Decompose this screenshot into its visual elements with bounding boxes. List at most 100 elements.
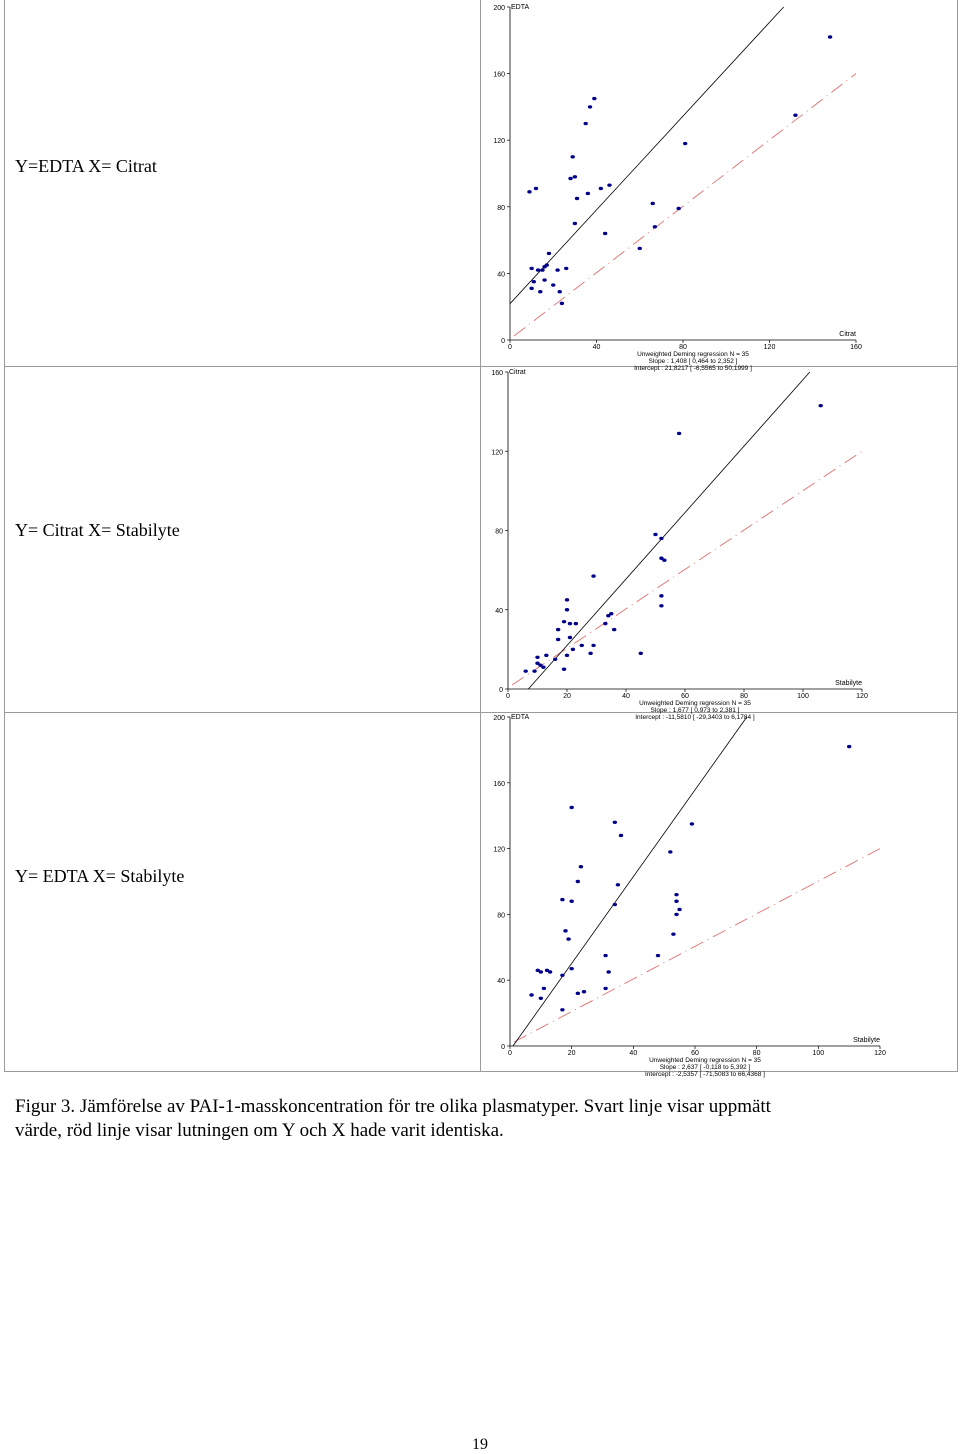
data-point [544,968,550,973]
y-tick-label: 80 [497,205,505,212]
data-point [541,665,546,669]
data-point [674,892,679,897]
data-point [535,268,541,272]
data-point [662,558,667,562]
data-point [674,899,679,903]
data-point [655,953,661,958]
data-point [818,403,823,408]
regression-annotation: Intercept : 21,8217 [ -6,5565 to 50,1999… [634,365,752,372]
data-point [551,283,556,287]
data-point [535,661,540,665]
data-point [638,651,643,656]
data-point [676,431,682,436]
regression-annotation: Slope : 1,408 [ 0,464 to 2,352 ] [649,358,738,365]
regression-annotation: Unweighted Deming regression N = 35 [639,700,751,707]
data-point [588,651,593,656]
data-point [555,268,560,272]
x-tick-label: 0 [506,693,510,700]
data-point [564,608,570,612]
x-axis-label: Stabilyte [835,680,862,687]
x-tick-label: 20 [568,1050,576,1057]
data-point [579,643,584,648]
data-point [523,669,528,673]
data-point [560,1008,565,1012]
data-point [561,619,567,624]
x-tick-label: 160 [850,344,862,351]
data-point [659,556,664,560]
data-point [570,647,576,652]
data-point [602,231,608,236]
data-point [606,613,611,618]
x-axis-label: Stabilyte [853,1037,880,1044]
x-tick-label: 120 [856,693,868,700]
data-point [564,653,570,658]
data-point [650,201,655,206]
figure-table-frame [4,0,958,1072]
data-point [671,932,676,936]
regression-annotation: Unweighted Deming regression N = 35 [649,1057,761,1064]
data-point [793,113,798,117]
data-point [538,663,543,667]
data-point [559,301,565,306]
data-point [569,899,574,903]
x-axis-label: Citrat [839,331,856,338]
y-tick-label: 160 [493,781,505,788]
data-point [591,574,596,578]
data-point [540,268,545,272]
data-point [581,990,587,994]
data-point [603,953,608,958]
caption-line-2: värde, röd linje visar lutningen om Y oc… [15,1120,504,1141]
data-point [560,973,565,977]
data-point [583,121,588,126]
data-point [659,594,664,598]
identity-line [513,73,857,337]
data-point [598,186,604,191]
data-point [564,598,570,602]
data-point [531,280,536,284]
data-point [578,864,584,869]
data-point [612,627,617,632]
y-tick-label: 80 [495,529,503,536]
data-point [612,902,618,907]
data-point [566,937,571,941]
row-divider-1 [4,366,958,367]
data-point [538,290,543,294]
data-point [532,669,537,673]
data-point [555,637,561,642]
x-tick-label: 0 [508,1050,512,1057]
data-point [538,970,544,974]
data-point [603,621,608,626]
data-point [615,883,621,887]
panel-title-edta-citrat: Y=EDTA X= Citrat [15,156,157,176]
y-tick-label: 40 [495,608,503,615]
data-point [570,155,575,159]
data-point [606,970,611,974]
data-point [574,196,580,201]
data-point [572,175,578,179]
caption-line-1: Figur 3. Jämförelse av PAI-1-masskoncent… [15,1096,771,1117]
y-tick-label: 0 [499,687,503,694]
data-point [587,105,593,109]
data-point [547,970,553,974]
panel-title-citrat-stabilyte: Y= Citrat X= Stabilyte [15,520,180,540]
page-number: 19 [472,1436,488,1453]
data-point [533,186,539,191]
data-point [612,820,618,824]
data-point [563,929,568,933]
data-point [567,621,573,626]
row-divider-2 [4,712,958,713]
data-point [575,991,581,996]
y-tick-label: 120 [493,847,505,854]
regression-annotation: Intercept : -11,5810 [ -29,3403 to 6,178… [635,714,755,721]
regression-annotation: Intercept : -2,5357 [ -71,5083 to 66,436… [645,1071,765,1078]
data-point [561,667,567,671]
data-point [560,897,565,902]
regression-annotation: Unweighted Deming regression N = 35 [637,351,749,358]
y-tick-label: 0 [501,338,505,345]
data-point [553,657,558,661]
y-tick-label: 200 [493,715,505,722]
data-point [591,643,596,648]
data-point [529,266,534,271]
